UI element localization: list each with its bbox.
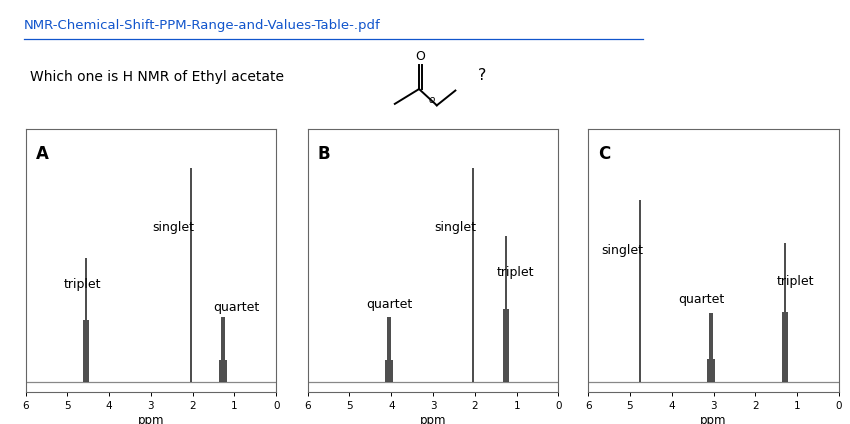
Text: singlet: singlet [602, 244, 643, 257]
Text: quartet: quartet [213, 301, 260, 314]
Text: singlet: singlet [152, 221, 194, 234]
Text: quartet: quartet [366, 298, 412, 311]
Text: ?: ? [478, 68, 486, 83]
X-axis label: ppm: ppm [700, 414, 727, 424]
Text: A: A [36, 145, 48, 163]
Text: B: B [318, 145, 331, 163]
Text: o: o [428, 95, 435, 105]
Text: Which one is H NMR of Ethyl acetate: Which one is H NMR of Ethyl acetate [30, 70, 284, 84]
X-axis label: ppm: ppm [420, 414, 446, 424]
Text: triplet: triplet [776, 275, 813, 288]
Text: O: O [416, 50, 425, 63]
Text: singlet: singlet [434, 221, 476, 234]
Text: C: C [598, 145, 610, 163]
Text: NMR-Chemical-Shift-PPM-Range-and-Values-Table-.pdf: NMR-Chemical-Shift-PPM-Range-and-Values-… [24, 19, 381, 32]
X-axis label: ppm: ppm [138, 414, 164, 424]
Text: triplet: triplet [63, 278, 100, 291]
Text: quartet: quartet [677, 293, 724, 306]
Text: triplet: triplet [497, 266, 535, 279]
